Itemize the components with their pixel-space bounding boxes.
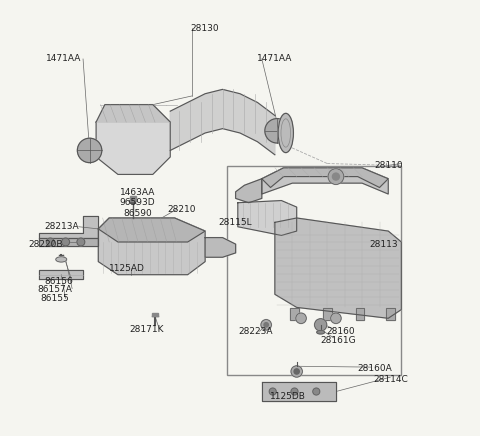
Circle shape (77, 238, 85, 246)
Bar (356, 308, 364, 320)
Text: 28114C: 28114C (373, 375, 408, 384)
Text: 28160: 28160 (326, 327, 355, 336)
Circle shape (291, 388, 298, 395)
Polygon shape (275, 218, 401, 318)
Polygon shape (96, 105, 170, 174)
Polygon shape (98, 218, 205, 275)
Circle shape (333, 173, 339, 180)
Text: 86155: 86155 (40, 294, 69, 303)
Polygon shape (205, 238, 236, 257)
Bar (290, 308, 299, 320)
Circle shape (61, 238, 70, 246)
Circle shape (328, 169, 344, 184)
Text: 86157A: 86157A (37, 286, 72, 294)
Polygon shape (236, 179, 262, 203)
Bar (356, 308, 364, 320)
Text: 28160A: 28160A (358, 364, 393, 373)
Polygon shape (262, 168, 388, 194)
Bar (227, 166, 401, 375)
Circle shape (331, 313, 341, 324)
Text: 28220B: 28220B (29, 240, 63, 249)
Polygon shape (39, 238, 98, 246)
Text: 1125DB: 1125DB (270, 392, 306, 401)
Bar (323, 308, 332, 320)
Text: 1471AA: 1471AA (257, 54, 293, 63)
Text: 1125AD: 1125AD (108, 264, 144, 272)
Text: 28213A: 28213A (44, 222, 79, 231)
Circle shape (294, 369, 300, 374)
Text: 86156: 86156 (45, 277, 73, 286)
Bar (386, 308, 395, 320)
Ellipse shape (278, 113, 293, 153)
Text: 28115L: 28115L (219, 218, 252, 227)
Circle shape (265, 119, 289, 143)
Circle shape (261, 320, 271, 330)
Text: 28130: 28130 (191, 24, 219, 33)
Polygon shape (96, 105, 170, 122)
Polygon shape (262, 168, 388, 187)
Ellipse shape (317, 330, 324, 334)
Text: 28171K: 28171K (129, 325, 164, 334)
Ellipse shape (56, 257, 67, 262)
Bar (130, 196, 136, 201)
Text: 28223A: 28223A (238, 327, 273, 336)
Bar (152, 313, 158, 316)
Polygon shape (262, 382, 336, 401)
Circle shape (269, 388, 276, 395)
Circle shape (264, 323, 268, 327)
Circle shape (314, 319, 327, 331)
Text: 28210: 28210 (167, 205, 195, 214)
Circle shape (77, 138, 102, 163)
Bar (290, 308, 299, 320)
Circle shape (296, 313, 306, 324)
Circle shape (313, 388, 320, 395)
Polygon shape (98, 218, 205, 242)
Polygon shape (39, 216, 98, 238)
Text: 28161G: 28161G (320, 336, 356, 344)
Text: 1463AA
96593D
86590: 1463AA 96593D 86590 (120, 188, 156, 218)
Polygon shape (238, 201, 297, 235)
Polygon shape (170, 89, 275, 155)
Bar (323, 308, 332, 320)
Text: 1471AA: 1471AA (46, 54, 81, 63)
Bar (386, 308, 395, 320)
Text: 28113: 28113 (370, 240, 398, 249)
Polygon shape (39, 270, 83, 279)
Circle shape (47, 238, 54, 246)
Text: 28110: 28110 (374, 161, 403, 170)
Circle shape (291, 366, 302, 377)
